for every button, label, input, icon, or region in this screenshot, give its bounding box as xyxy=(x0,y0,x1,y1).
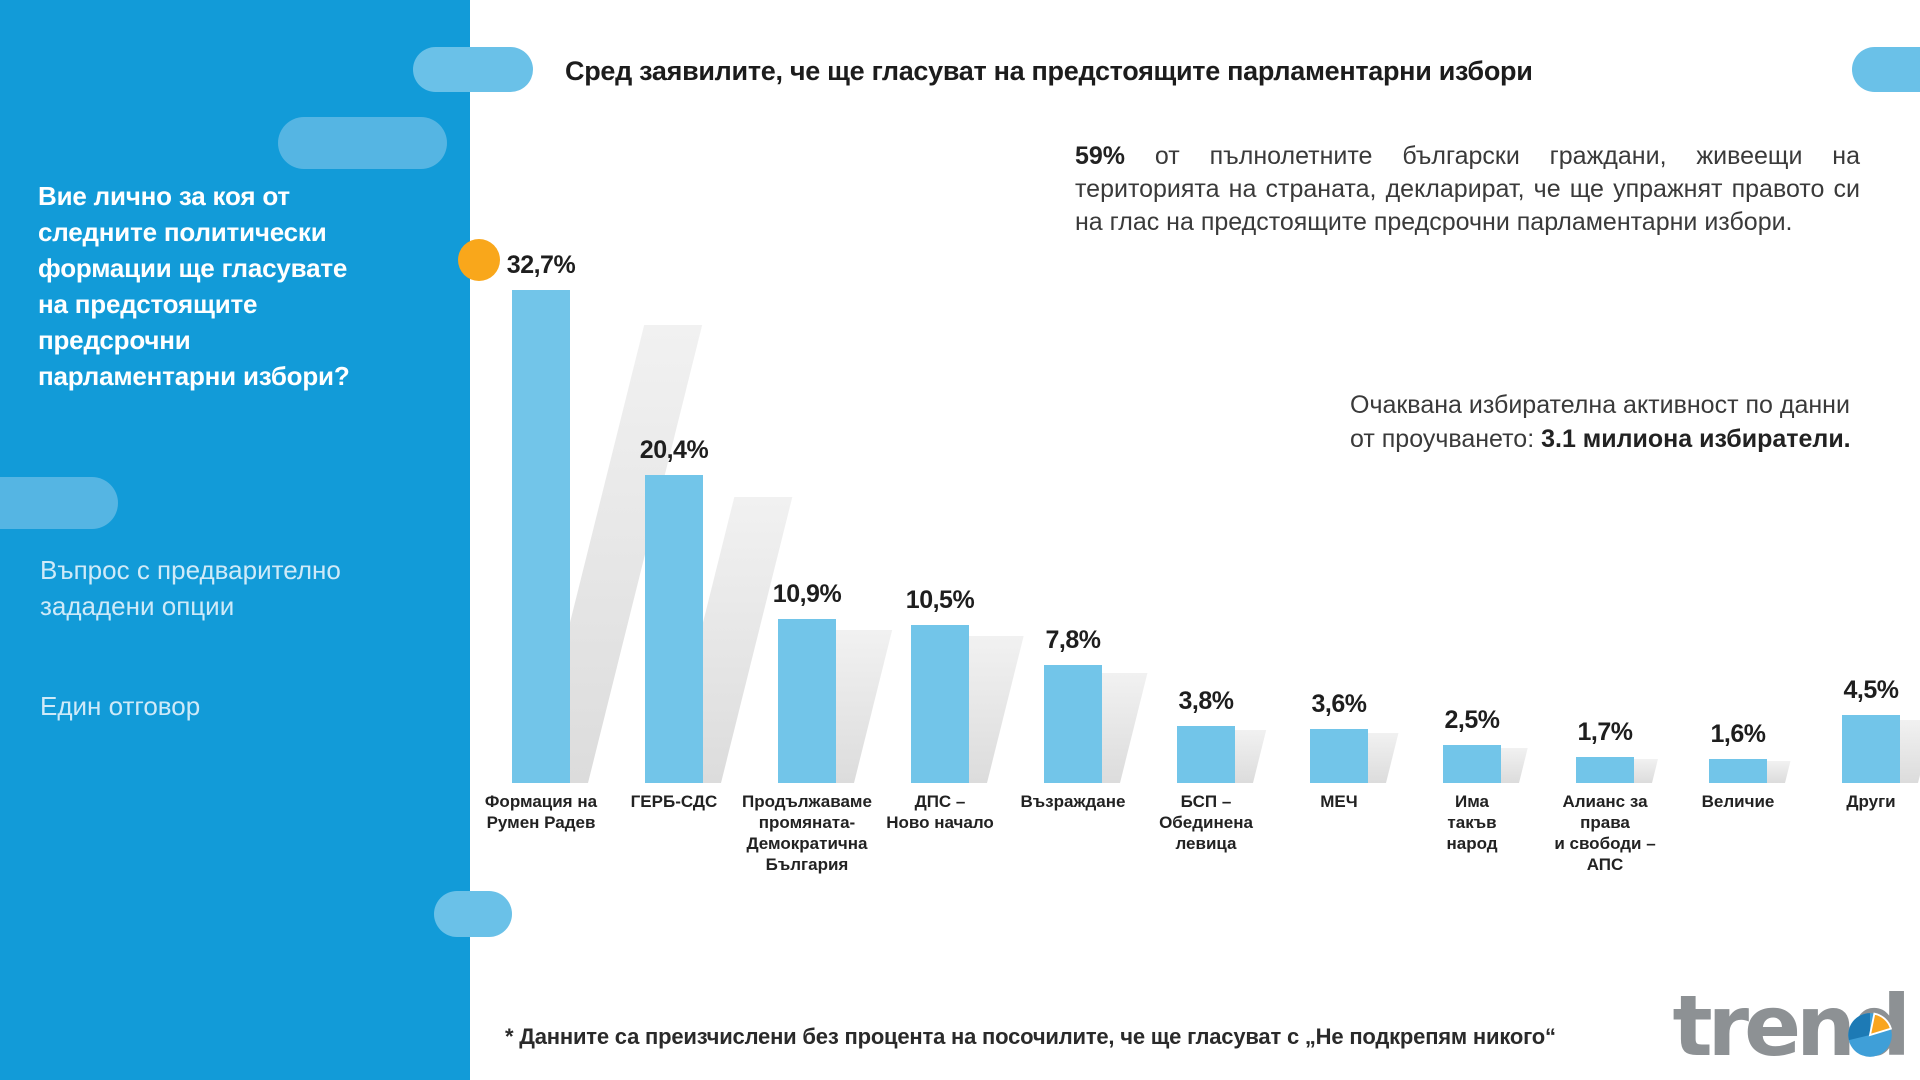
bar-8 xyxy=(1576,757,1634,783)
bar-value-label: 1,7% xyxy=(1577,718,1633,746)
bar-category-label: ДПС – Ново начало xyxy=(886,792,994,832)
bar-category-label: Възраждане xyxy=(1020,792,1126,811)
bar-3 xyxy=(911,625,969,783)
decorative-pill-bottom xyxy=(434,891,512,937)
bar-shadow xyxy=(1860,720,1920,783)
bar-category-label: МЕЧ xyxy=(1320,792,1358,811)
bar-category-label: Продължаваме промяната- Демократична Българ… xyxy=(742,792,872,874)
turnout-statement-text: от пълнолетните български граждани, живе… xyxy=(1075,142,1860,236)
bar-5 xyxy=(1177,726,1235,783)
expected-turnout-value: 3.1 милиона избиратели. xyxy=(1541,425,1851,453)
highlight-dot xyxy=(458,239,500,281)
turnout-percent: 59% xyxy=(1075,142,1126,170)
bar-shadow xyxy=(929,636,1024,783)
bar-category-label: Има такъв народ xyxy=(1446,792,1498,853)
bar-category-label: Други xyxy=(1846,792,1896,811)
bar-value-label: 7,8% xyxy=(1045,626,1101,654)
bar-category-label: Алианс за права и свободи – АПС xyxy=(1554,792,1656,874)
bar-value-label: 2,5% xyxy=(1444,706,1500,734)
bar-value-label: 4,5% xyxy=(1843,676,1899,704)
bar-0 xyxy=(512,290,570,783)
bar-shadow xyxy=(1195,730,1267,783)
survey-question: Вие лично за коя от следните политически… xyxy=(38,181,350,391)
bar-shadow xyxy=(663,497,793,783)
pie-chart-icon xyxy=(1848,1012,1893,1057)
bar-shadow xyxy=(1328,733,1399,783)
turnout-statement: 59% от пълнолетните български граждани, … xyxy=(1075,140,1860,239)
bar-value-label: 20,4% xyxy=(639,436,709,464)
bar-value-label: 10,5% xyxy=(905,586,975,614)
bar-category-label: БСП – Обединена левица xyxy=(1159,792,1253,853)
bar-value-label: 3,8% xyxy=(1178,687,1234,715)
bar-category-label: ГЕРБ-СДС xyxy=(630,792,718,811)
expected-turnout-text: Очаквана избирателна активност по данни … xyxy=(1350,391,1850,453)
bar-value-label: 3,6% xyxy=(1311,690,1367,718)
question-type-note: Въпрос с предварително зададени опции xyxy=(40,555,341,621)
decorative-pill-sidebar xyxy=(278,117,447,169)
bar-2 xyxy=(778,619,836,783)
bar-9 xyxy=(1709,759,1767,783)
bar-shadow xyxy=(1594,759,1658,783)
bar-7 xyxy=(1443,745,1501,783)
bar-1 xyxy=(645,475,703,783)
bar-4 xyxy=(1044,665,1102,783)
expected-turnout: Очаквана избирателна активност по данни … xyxy=(1350,388,1875,456)
bar-category-label: Формация на Румен Радев xyxy=(484,792,598,832)
bar-shadow xyxy=(1461,748,1528,783)
chart-title: Сред заявилите, че ще гласуват на предст… xyxy=(565,56,1533,86)
sidebar: Вие лично за коя от следните политически… xyxy=(0,0,470,1080)
decorative-pill-top xyxy=(413,47,533,92)
decorative-pill-left-edge xyxy=(0,477,118,529)
bar-value-label: 10,9% xyxy=(772,580,842,608)
bar-10 xyxy=(1842,715,1900,783)
footnote: * Данните са преизчислени без процента н… xyxy=(505,1024,1556,1049)
decorative-pill-top-right xyxy=(1852,47,1920,92)
bar-shadow xyxy=(796,630,893,783)
bar-value-label: 1,6% xyxy=(1710,720,1766,748)
bar-shadow xyxy=(1727,761,1791,783)
bar-6 xyxy=(1310,729,1368,783)
trend-logo: trend xyxy=(1673,978,1911,1078)
bar-category-label: Величие xyxy=(1701,792,1775,811)
bar-shadow xyxy=(530,325,703,783)
answer-count-note: Един отговор xyxy=(40,691,201,721)
bar-shadow xyxy=(1062,673,1148,783)
